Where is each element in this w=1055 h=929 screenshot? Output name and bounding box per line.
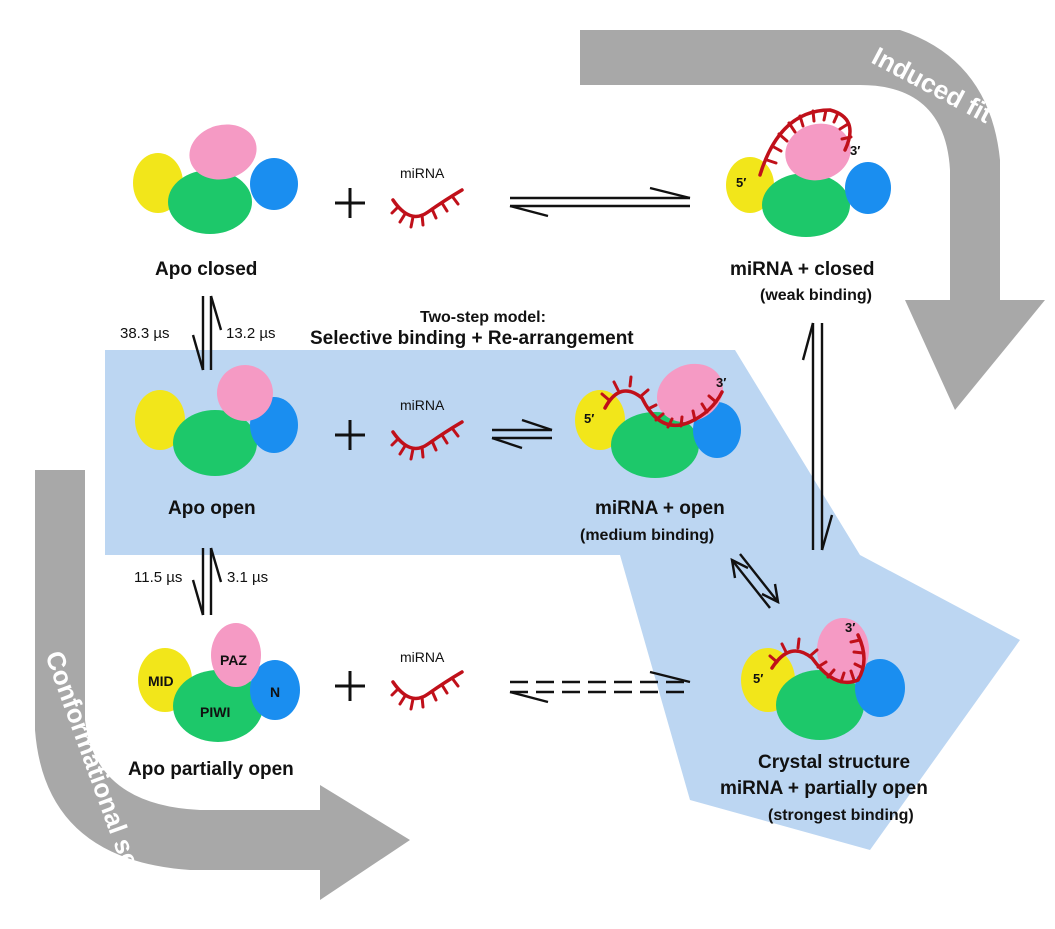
paz-domain (656, 363, 724, 423)
mirna-closed-label: miRNA + closed (730, 259, 874, 280)
piwi-domain (776, 670, 864, 740)
apo-partially-open-protein (138, 623, 300, 742)
five-prime-2: 5′ (584, 411, 594, 426)
piwi-domain (611, 412, 699, 478)
piwi-domain (173, 410, 257, 476)
conformational-selection-arrow (35, 470, 410, 900)
domain-label-piwi: PIWI (200, 704, 230, 720)
mirna-label-3: miRNA (400, 649, 445, 665)
crystal-sublabel: (strongest binding) (768, 807, 914, 824)
mirna-strand-1 (390, 188, 464, 229)
crystal-structure-label: Crystal structure (758, 752, 910, 773)
rate-closed-open-right: 13.2 µs (226, 325, 276, 342)
piwi-domain (173, 670, 263, 742)
piwi-domain (762, 173, 850, 237)
domain-label-paz: PAZ (220, 652, 247, 668)
plus-sign-1 (335, 188, 365, 218)
n-domain (250, 660, 300, 720)
domain-label-n: N (270, 684, 280, 700)
three-prime-3: 3′ (845, 620, 855, 635)
mirna-label-1: miRNA (400, 165, 445, 181)
apo-open-label: Apo open (168, 498, 256, 519)
five-prime-3: 5′ (753, 671, 763, 686)
crystal-structure-complex (741, 618, 905, 740)
plus-sign-3 (335, 671, 365, 701)
paz-domain (217, 365, 273, 421)
mirna-strand-3 (390, 670, 464, 711)
equilibrium-closed-open (191, 295, 223, 371)
piwi-domain (168, 170, 252, 234)
rate-open-partial-left: 11.5 µs (134, 569, 182, 586)
five-prime-1: 5′ (736, 175, 746, 190)
apo-open-protein (135, 365, 298, 476)
equilibrium-closed-crystal (801, 322, 834, 551)
apo-closed-label: Apo closed (155, 259, 257, 280)
mirna-open-complex (575, 363, 741, 478)
apo-closed-protein (133, 124, 298, 234)
crystal-complex-label: miRNA + partially open (720, 778, 928, 799)
rate-open-partial-right: 3.1 µs (227, 569, 268, 586)
equilibrium-arrow-middle (491, 418, 553, 450)
n-domain (855, 659, 905, 717)
equilibrium-open-crystal (730, 553, 780, 609)
apo-partially-open-label: Apo partially open (128, 759, 294, 780)
rate-closed-open-left: 38.3 µs (120, 325, 170, 342)
mirna-label-2: miRNA (400, 397, 445, 413)
equilibrium-open-partial (191, 547, 223, 616)
mirna-open-sublabel: (medium binding) (580, 527, 714, 544)
equilibrium-arrow-bottom-dashed (509, 670, 691, 704)
equilibrium-arrow-top (509, 186, 691, 218)
paz-domain (189, 124, 257, 180)
three-prime-2: 3′ (716, 375, 726, 390)
mid-domain (575, 390, 625, 450)
n-domain (845, 162, 891, 214)
two-step-subtitle: Selective binding + Re-arrangement (310, 328, 634, 349)
mirna-closed-sublabel: (weak binding) (760, 287, 872, 304)
domain-label-mid: MID (148, 673, 174, 689)
three-prime-1: 3′ (850, 143, 860, 158)
mirna-strand-2 (390, 420, 464, 461)
mid-domain (135, 390, 185, 450)
plus-sign-2 (335, 420, 365, 450)
mirna-closed-complex (726, 108, 891, 237)
two-step-title: Two-step model: (420, 309, 546, 326)
paz-domain (211, 623, 261, 687)
paz-domain (785, 123, 851, 181)
n-domain (250, 158, 298, 210)
mirna-open-label: miRNA + open (595, 498, 725, 519)
induced-fit-arrow (580, 30, 1045, 410)
